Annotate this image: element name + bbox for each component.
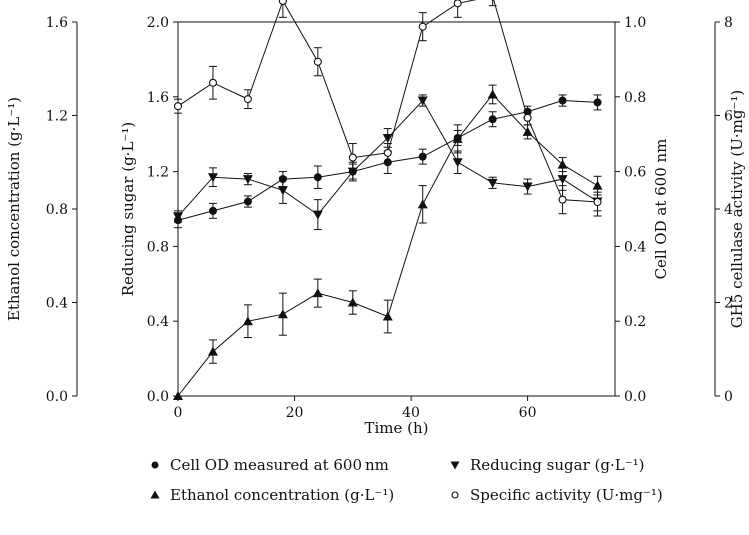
point-od-7 <box>418 152 427 161</box>
point-ethanol-9 <box>487 89 498 99</box>
open-circle-marker-icon <box>448 487 462 503</box>
point-ethanol-7 <box>417 199 428 209</box>
x-tick-label-3: 60 <box>519 405 537 421</box>
point-activity-2 <box>243 95 252 104</box>
activity-tick-label-4: 8 <box>724 15 733 31</box>
point-od-2 <box>243 197 252 206</box>
legend-label-ethanol: Ethanol concentration (g·L⁻¹) <box>170 486 395 504</box>
activity-tick-label-0: 0 <box>724 389 733 405</box>
od-tick-label-3: 0.6 <box>624 165 646 181</box>
point-ethanol-5 <box>347 297 358 307</box>
sugar-tick-label-3: 1.2 <box>147 165 169 181</box>
triangle-down-marker-icon <box>448 457 462 473</box>
sugar-tick-label-4: 1.6 <box>147 90 169 106</box>
point-sugar-3 <box>277 186 288 196</box>
point-od-9 <box>488 115 497 124</box>
point-od-12 <box>593 98 602 107</box>
point-sugar-2 <box>242 175 253 185</box>
sugar-tick-label-2: 0.8 <box>147 239 169 255</box>
point-ethanol-2 <box>242 316 253 326</box>
legend: Cell OD measured at 600 nm Reducing suga… <box>148 456 708 528</box>
point-ethanol-8 <box>452 133 463 143</box>
point-sugar-11 <box>557 175 568 185</box>
point-activity-7 <box>418 22 427 31</box>
sugar-tick-label-1: 0.4 <box>147 314 169 330</box>
sugar-axis-label: Reducing sugar (g·L⁻¹) <box>119 122 137 296</box>
point-sugar-1 <box>207 173 218 183</box>
od-tick-label-4: 0.8 <box>624 90 646 106</box>
x-tick-label-1: 20 <box>286 405 304 421</box>
point-od-4 <box>313 173 322 182</box>
legend-item-specific-activity: Specific activity (U·mg⁻¹) <box>448 486 663 504</box>
x-tick-label-0: 0 <box>174 405 183 421</box>
point-od-11 <box>558 96 567 105</box>
point-activity-4 <box>313 57 322 66</box>
point-activity-1 <box>208 78 218 87</box>
x-tick-label-2: 40 <box>402 405 420 421</box>
legend-item-cell-od: Cell OD measured at 600 nm <box>148 456 389 474</box>
activity-tick-label-2: 4 <box>724 202 733 218</box>
sugar-tick-label-5: 2.0 <box>147 15 169 31</box>
plot-frame <box>177 21 616 397</box>
ethanol-tick-label-4: 1.6 <box>46 15 68 31</box>
legend-item-ethanol: Ethanol concentration (g·L⁻¹) <box>148 486 394 504</box>
od-tick-label-0: 0.0 <box>624 389 646 405</box>
activity-tick-label-3: 6 <box>724 109 733 125</box>
point-activity-11 <box>558 195 567 204</box>
od-tick-label-5: 1.0 <box>624 15 646 31</box>
ethanol-axis-label: Ethanol concentration (g·L⁻¹) <box>5 97 23 321</box>
point-sugar-10 <box>522 182 533 192</box>
point-ethanol-1 <box>207 346 218 356</box>
point-ethanol-11 <box>557 159 568 169</box>
legend-item-reducing-sugar: Reducing sugar (g·L⁻¹) <box>448 456 644 474</box>
legend-label-specific-activity: Specific activity (U·mg⁻¹) <box>470 486 663 504</box>
ethanol-tick-label-3: 1.2 <box>46 109 68 125</box>
triangle-up-marker-icon <box>148 487 162 503</box>
ethanol-tick-label-2: 0.8 <box>46 202 68 218</box>
filled-circle-marker-icon <box>148 457 162 473</box>
ethanol-tick-label-0: 0.0 <box>46 389 68 405</box>
activity-tick-label-1: 2 <box>724 296 733 312</box>
point-activity-5 <box>348 153 357 162</box>
legend-label-reducing-sugar: Reducing sugar (g·L⁻¹) <box>470 456 645 474</box>
point-ethanol-12 <box>592 180 603 190</box>
point-sugar-8 <box>452 158 463 168</box>
od-axis-label: Cell OD at 600 nm <box>652 139 670 280</box>
point-sugar-4 <box>312 210 323 220</box>
point-ethanol-4 <box>312 288 323 298</box>
point-ethanol-3 <box>277 309 288 319</box>
point-activity-12 <box>593 197 602 207</box>
od-tick-label-1: 0.2 <box>624 314 646 330</box>
point-sugar-6 <box>382 133 393 143</box>
point-sugar-7 <box>417 96 428 106</box>
x-axis-label: Time (h) <box>364 419 428 437</box>
point-ethanol-0 <box>173 391 183 400</box>
point-activity-10 <box>523 113 532 122</box>
point-ethanol-10 <box>522 126 533 136</box>
point-sugar-9 <box>487 178 498 188</box>
point-activity-0 <box>173 102 183 111</box>
point-activity-6 <box>383 148 392 157</box>
point-activity-3 <box>278 0 287 6</box>
point-od-1 <box>208 206 217 215</box>
sugar-tick-label-0: 0.0 <box>147 389 169 405</box>
point-ethanol-6 <box>382 311 393 321</box>
activity-axis-label: GH5 cellulase activity (U·mg⁻¹) <box>728 90 746 329</box>
ethanol-tick-label-1: 0.4 <box>46 296 68 312</box>
legend-label-cell-od: Cell OD measured at 600 nm <box>170 456 389 474</box>
point-sugar-0 <box>173 212 183 222</box>
od-tick-label-2: 0.4 <box>624 239 646 255</box>
point-activity-8 <box>453 0 462 8</box>
